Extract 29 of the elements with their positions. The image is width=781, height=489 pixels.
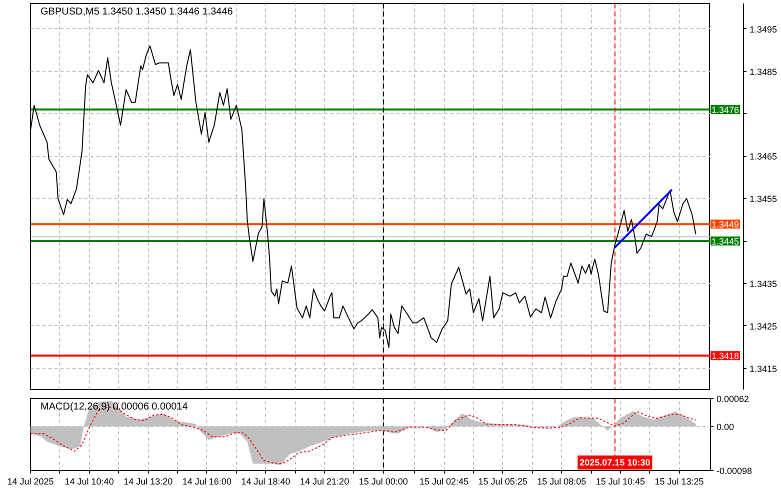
y-tick-label: 1.3495 — [750, 24, 778, 34]
x-tick-label: 14 Jul 10:40 — [64, 476, 114, 486]
x-tick-label: 14 Jul 18:40 — [241, 476, 290, 486]
y-tick-label: 0.00 — [716, 422, 734, 432]
y-tick-label: 1.3455 — [750, 194, 778, 204]
y-tick-label: -0.00098 — [716, 466, 752, 476]
chart-title: GBPUSD,M5 1.3450 1.3450 1.3446 1.3446 — [40, 6, 234, 18]
x-tick-label: 15 Jul 00:00 — [358, 476, 408, 486]
ref-line-label: 1.3476 — [712, 105, 740, 116]
x-tick-label: 15 Jul 08:05 — [537, 476, 586, 486]
y-tick-label: 1.3465 — [750, 152, 778, 162]
x-tick-label: 14 Jul 16:00 — [182, 476, 232, 486]
y-tick-label: 1.3425 — [750, 321, 778, 332]
x-tick-label: 14 Jul 21:20 — [300, 476, 350, 486]
y-tick-label: 1.3435 — [750, 278, 778, 289]
ref-line-label: 1.3418 — [712, 351, 740, 362]
y-tick-label: 1.3415 — [750, 364, 778, 374]
ref-line-label: 1.3449 — [712, 220, 740, 230]
x-tick-label: 15 Jul 05:25 — [478, 476, 528, 486]
x-tick-label: 15 Jul 13:25 — [654, 476, 704, 486]
x-tick-label: 15 Jul 10:45 — [596, 476, 645, 486]
x-tick-label: 14 Jul 2025 — [7, 476, 54, 486]
x-tick-label: 15 Jul 02:45 — [419, 476, 469, 486]
y-tick-label: 1.3485 — [750, 66, 778, 77]
x-tick-label: 14 Jul 13:20 — [124, 476, 173, 486]
chart-title: MACD(12,26,9) 0.00006 0.00014 — [40, 402, 188, 412]
ref-line-label: 2025.07.15 10:30 — [580, 458, 650, 468]
ref-line-label: 1.3445 — [712, 236, 740, 247]
y-tick-label: 0.00062 — [716, 394, 750, 404]
